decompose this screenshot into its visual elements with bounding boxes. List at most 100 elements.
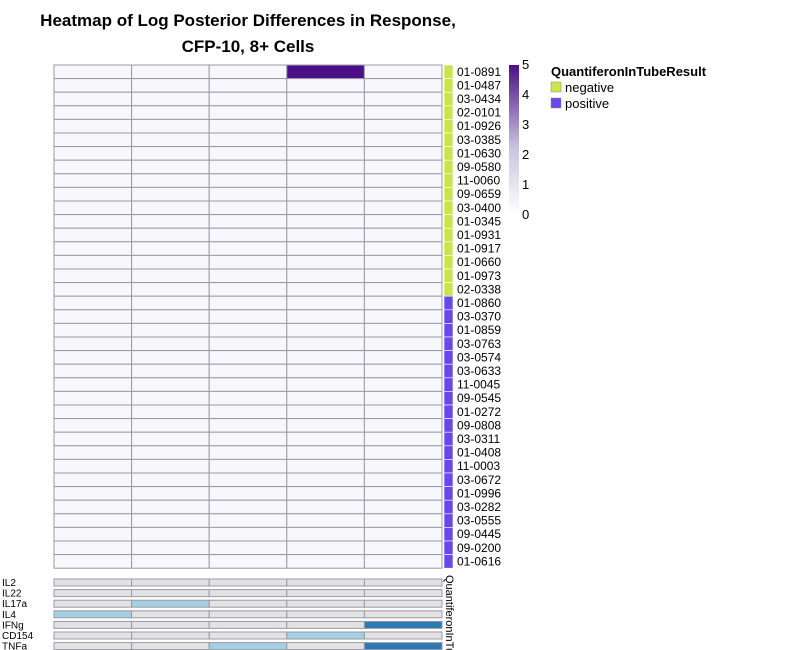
annotation-cell-positive: [443, 554, 454, 569]
heatmap-cell: [53, 64, 133, 80]
heatmap-cell: [53, 390, 133, 406]
heatmap-cell: [131, 377, 210, 392]
cytokine-cell: [131, 610, 210, 619]
heatmap-cell: [286, 214, 365, 229]
heatmap-cell: [363, 295, 443, 311]
heatmap-cell: [53, 268, 133, 284]
heatmap-cell: [363, 105, 443, 120]
heatmap-cell: [53, 105, 133, 120]
heatmap-cell: [208, 404, 288, 420]
heatmap-cell: [53, 540, 133, 556]
heatmap-cell: [286, 390, 365, 406]
cytokine-cell: [131, 642, 210, 650]
cytokine-cell: [363, 599, 443, 608]
chart-title-line-1: Heatmap of Log Posterior Differences in …: [40, 11, 456, 30]
heatmap-cell: [208, 431, 288, 447]
heatmap-cell: [363, 540, 443, 556]
row-label: 03-0311: [457, 432, 500, 446]
legend-swatch-negative: [550, 81, 562, 93]
annotation-cell-positive: [443, 431, 454, 447]
heatmap-cell: [208, 173, 288, 188]
heatmap-cell: [208, 363, 288, 379]
heatmap-cell: [286, 540, 365, 556]
heatmap-cell: [208, 146, 288, 161]
row-label: 03-0633: [457, 364, 501, 378]
heatmap-cell: [131, 472, 210, 488]
heatmap-cell: [208, 64, 288, 80]
heatmap-cell: [363, 268, 443, 284]
heatmap-cell: [286, 78, 365, 93]
chart-title: Heatmap of Log Posterior Differences in …: [0, 8, 496, 60]
heatmap-cell: [363, 91, 443, 107]
heatmap-cell: [53, 404, 133, 420]
row-label: 09-0808: [457, 418, 501, 432]
legend-title: QuantiferonInTubeResult: [551, 64, 707, 79]
heatmap-cell: [131, 254, 210, 270]
heatmap-cell: [131, 173, 210, 188]
heatmap-cell: [286, 295, 365, 311]
annotation-cell-negative: [443, 105, 454, 120]
heatmap-cell: [286, 254, 365, 270]
annotation-cell-negative: [443, 227, 454, 243]
heatmap-cell: [286, 309, 365, 324]
heatmap-cell: [208, 186, 288, 202]
heatmap-cell: [208, 214, 288, 229]
row-label: 02-0101: [457, 106, 501, 120]
heatmap-cell: [208, 458, 288, 474]
heatmap-cell: [131, 146, 210, 161]
annotation-cell-positive: [443, 472, 454, 487]
row-label: 11-0060: [457, 174, 500, 188]
cytokine-cell: [208, 589, 288, 598]
heatmap-cell: [286, 486, 365, 501]
row-label: 03-0763: [457, 337, 501, 351]
heatmap-cell: [53, 254, 133, 270]
annotation-cell-positive: [443, 527, 454, 542]
row-label: 01-0630: [457, 146, 501, 160]
annotation-cell-positive: [443, 418, 454, 433]
annotation-cell-negative: [443, 241, 454, 256]
heatmap-cell: [131, 295, 210, 311]
annotation-cell-negative: [443, 173, 454, 188]
heatmap-cell: [363, 526, 443, 542]
heatmap-cell: [286, 227, 365, 243]
heatmap-cell: [208, 472, 288, 488]
annotation-cell-positive: [443, 363, 454, 379]
annotation-cell-negative: [443, 268, 454, 283]
color-scale-tick: 2: [522, 147, 529, 162]
row-label: 01-0859: [457, 323, 501, 337]
heatmap-cell: [208, 91, 288, 107]
heatmap-cell: [363, 309, 443, 324]
row-label: 01-0926: [457, 119, 501, 133]
heatmap-cell: [363, 159, 443, 175]
cytokine-label: IL2: [2, 578, 16, 589]
heatmap-cell: [131, 336, 210, 352]
heatmap-cell: [208, 445, 288, 460]
heatmap-cell: [363, 404, 443, 420]
cytokine-cell: [53, 620, 133, 629]
color-scale-tick: 3: [522, 117, 529, 132]
heatmap-cell: [208, 309, 288, 324]
row-label: 01-0408: [457, 446, 501, 460]
cytokine-cell: [131, 589, 210, 598]
color-scale-tick: 5: [522, 57, 529, 72]
heatmap-cell: [208, 268, 288, 284]
row-label: 09-0545: [457, 391, 501, 405]
heatmap-cell: [363, 350, 443, 365]
heatmap-cell: [53, 91, 133, 107]
heatmap-cell: [363, 254, 443, 270]
heatmap-cell: [363, 554, 443, 569]
annotation-cell-positive: [443, 336, 454, 351]
row-label: 09-0445: [457, 527, 501, 541]
heatmap-cell: [131, 540, 210, 556]
heatmap-cell: [286, 282, 365, 297]
color-scale-tick: 0: [522, 207, 529, 222]
annotation-cell-positive: [443, 377, 454, 392]
annotation-axis-label: QuantiferonInTu: [443, 575, 455, 650]
heatmap-cell: [363, 132, 443, 148]
row-label: 02-0338: [457, 282, 501, 296]
cytokine-label: TNFa: [2, 642, 27, 650]
cytokine-cell: [131, 631, 210, 640]
heatmap-cell: [53, 118, 133, 134]
cytokine-label: CD154: [2, 631, 34, 642]
